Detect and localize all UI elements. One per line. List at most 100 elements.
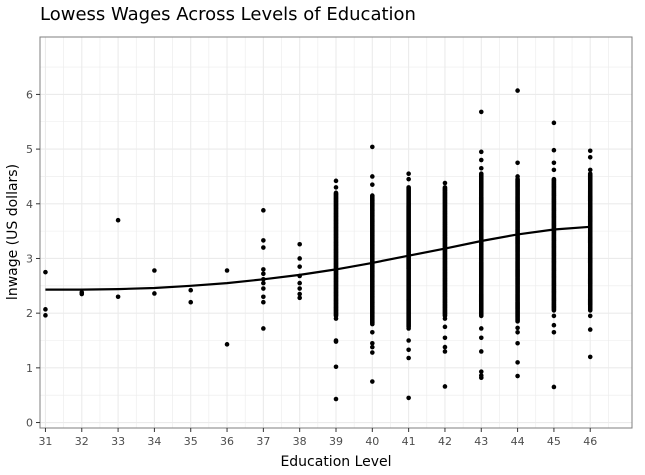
data-point (551, 167, 557, 173)
y-tick-label: 1 (26, 362, 33, 375)
data-point (115, 217, 121, 223)
data-point (152, 268, 157, 273)
x-tick-label: 37 (256, 435, 270, 448)
data-point (406, 355, 411, 361)
data-point (261, 238, 266, 243)
data-point (442, 344, 448, 350)
data-point (551, 147, 557, 153)
x-tick-label: 44 (511, 435, 525, 448)
data-point (297, 264, 302, 269)
x-tick-label: 41 (402, 435, 416, 448)
y-tick-label: 0 (26, 417, 33, 430)
data-point (370, 330, 375, 335)
data-point (370, 174, 375, 179)
x-tick-label: 46 (583, 435, 597, 448)
data-point (515, 330, 520, 335)
data-point (370, 144, 375, 150)
y-tick-label: 6 (26, 88, 33, 101)
data-point (333, 396, 339, 402)
data-point (551, 160, 557, 166)
data-point (478, 326, 484, 331)
data-point (261, 245, 266, 250)
data-point (261, 326, 266, 331)
x-tick-label: 40 (365, 435, 379, 448)
data-point (515, 88, 520, 93)
x-tick-label: 31 (38, 435, 52, 448)
data-point (587, 171, 593, 177)
data-point (261, 294, 266, 300)
data-point (261, 267, 266, 272)
data-point (333, 339, 339, 344)
grid-minor (40, 37, 632, 428)
data-point (188, 287, 194, 293)
data-point (297, 280, 302, 286)
y-tick-label: 2 (26, 307, 33, 320)
grid-major (40, 37, 632, 428)
y-tick-label: 3 (26, 252, 33, 265)
y-tick-label: 5 (26, 143, 33, 156)
data-point (79, 291, 85, 297)
data-point (333, 178, 339, 184)
data-point (43, 313, 48, 318)
data-point (370, 193, 375, 198)
data-point (333, 185, 339, 190)
data-point (478, 171, 484, 177)
data-point (297, 256, 302, 261)
data-point (406, 176, 411, 182)
x-tick-label: 35 (184, 435, 198, 448)
data-point (297, 286, 302, 291)
data-point (587, 155, 593, 160)
data-point (442, 384, 448, 389)
data-point (442, 316, 448, 321)
data-point (188, 299, 194, 305)
data-point (43, 307, 48, 312)
data-point (515, 373, 520, 379)
data-point (478, 109, 484, 115)
data-point (478, 149, 484, 155)
x-tick-label: 34 (147, 435, 161, 448)
data-point (515, 325, 520, 331)
x-axis-ticks: 31 32 33 34 35 36 37 38 39 40 41 42 43 44 45 46 (38, 428, 597, 448)
y-axis-label: lnwage (US dollars) (5, 164, 21, 300)
data-point (43, 269, 48, 275)
data-point (370, 350, 375, 355)
data-point (442, 349, 448, 354)
data-point (478, 369, 484, 374)
data-point (406, 171, 411, 177)
x-tick-label: 45 (547, 435, 561, 448)
data-point (333, 316, 339, 321)
data-point (478, 335, 484, 341)
data-point (515, 360, 520, 365)
data-point (370, 344, 375, 350)
data-point (297, 295, 302, 301)
data-point (478, 157, 484, 163)
data-point (515, 340, 520, 346)
data-point (261, 271, 266, 277)
data-point (406, 347, 411, 353)
data-point (587, 167, 593, 173)
data-point (115, 294, 121, 300)
data-point (224, 342, 230, 347)
x-tick-label: 42 (438, 435, 452, 448)
data-point (370, 321, 375, 327)
y-axis-ticks: 0 1 2 3 4 5 6 (26, 88, 40, 430)
data-point (370, 379, 375, 384)
data-point (261, 208, 266, 213)
data-point (224, 268, 230, 273)
data-point (587, 148, 593, 154)
x-tick-label: 43 (474, 435, 488, 448)
data-point (370, 182, 375, 187)
data-point (442, 180, 448, 186)
data-point (442, 185, 448, 190)
data-point (587, 313, 593, 319)
data-point (406, 185, 411, 190)
data-point (478, 349, 484, 354)
data-point (261, 280, 266, 286)
data-point (551, 330, 557, 335)
x-tick-label: 32 (75, 435, 89, 448)
data-point (406, 338, 411, 343)
data-point (406, 326, 411, 331)
data-point (515, 160, 520, 166)
data-point (551, 120, 557, 126)
